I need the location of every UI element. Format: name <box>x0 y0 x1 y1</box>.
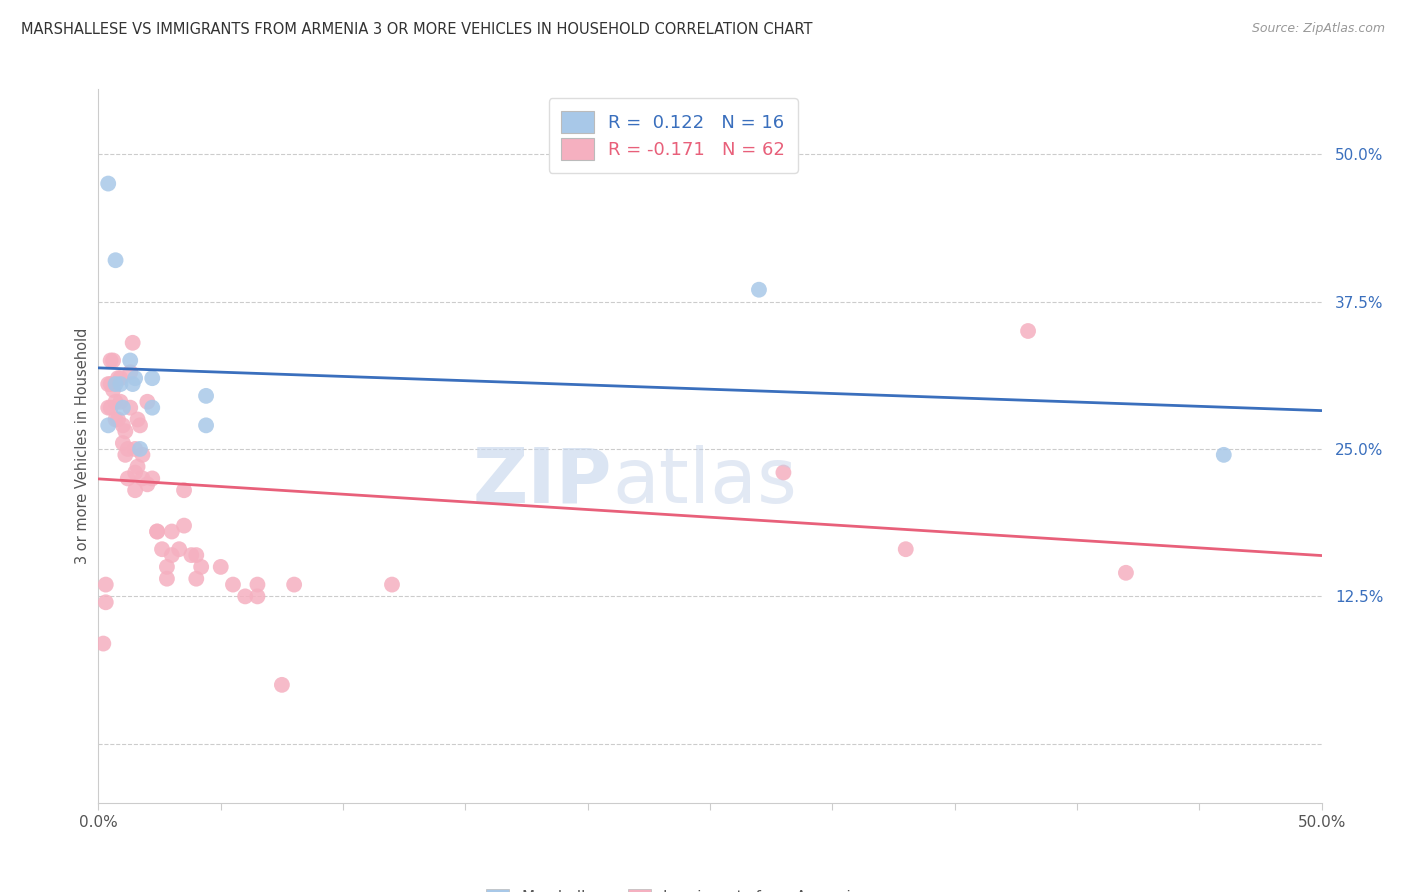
Point <box>167 542 190 557</box>
Point <box>748 283 770 297</box>
Point <box>97 177 120 191</box>
Point <box>121 335 143 350</box>
Point <box>1212 448 1234 462</box>
Legend: R =  0.122   N = 16, R = -0.171   N = 62: R = 0.122 N = 16, R = -0.171 N = 62 <box>548 98 797 173</box>
Point <box>117 442 139 456</box>
Point <box>94 577 117 591</box>
Point <box>146 524 169 539</box>
Point <box>129 442 152 456</box>
Point <box>131 471 153 485</box>
Point <box>127 412 149 426</box>
Point <box>190 560 212 574</box>
Point <box>97 401 120 415</box>
Point <box>124 466 146 480</box>
Point <box>121 377 143 392</box>
Point <box>114 448 136 462</box>
Point <box>160 524 183 539</box>
Point <box>120 401 142 415</box>
Point <box>136 477 159 491</box>
Text: MARSHALLESE VS IMMIGRANTS FROM ARMENIA 3 OR MORE VEHICLES IN HOUSEHOLD CORRELATI: MARSHALLESE VS IMMIGRANTS FROM ARMENIA 3… <box>21 22 813 37</box>
Point <box>233 590 256 604</box>
Point <box>120 365 142 379</box>
Point <box>270 678 294 692</box>
Point <box>160 548 183 562</box>
Point <box>894 542 917 557</box>
Point <box>222 577 245 591</box>
Point <box>141 401 163 415</box>
Point <box>111 401 134 415</box>
Point <box>173 483 195 498</box>
Point <box>107 412 129 426</box>
Point <box>129 418 152 433</box>
Point <box>100 377 122 392</box>
Point <box>156 572 179 586</box>
Point <box>97 418 120 433</box>
Point <box>117 471 139 485</box>
Point <box>131 448 153 462</box>
Point <box>110 394 132 409</box>
Point <box>246 577 269 591</box>
Point <box>1115 566 1137 580</box>
Point <box>186 548 208 562</box>
Point <box>246 590 269 604</box>
Point <box>195 418 218 433</box>
Point <box>186 572 208 586</box>
Point <box>124 442 146 456</box>
Point <box>104 253 127 268</box>
Point <box>150 542 173 557</box>
Point <box>141 371 163 385</box>
Point <box>111 436 134 450</box>
Point <box>127 459 149 474</box>
Point <box>104 394 127 409</box>
Point <box>114 424 136 438</box>
Point <box>209 560 232 574</box>
Point <box>110 371 132 385</box>
Point <box>173 518 195 533</box>
Point <box>91 636 114 650</box>
Point <box>1017 324 1039 338</box>
Text: Source: ZipAtlas.com: Source: ZipAtlas.com <box>1251 22 1385 36</box>
Point <box>104 377 127 392</box>
Point <box>94 595 117 609</box>
Point <box>124 371 146 385</box>
Point <box>146 524 169 539</box>
Point <box>195 389 218 403</box>
Text: ZIP: ZIP <box>472 445 612 518</box>
Point <box>136 394 159 409</box>
Point <box>156 560 179 574</box>
Point <box>141 471 163 485</box>
Point <box>124 483 146 498</box>
Point <box>100 353 122 368</box>
Point <box>97 377 120 392</box>
Point <box>283 577 305 591</box>
Point <box>104 412 127 426</box>
Point <box>107 371 129 385</box>
Point <box>110 377 132 392</box>
Point <box>111 418 134 433</box>
Point <box>180 548 202 562</box>
Y-axis label: 3 or more Vehicles in Household: 3 or more Vehicles in Household <box>75 328 90 564</box>
Point <box>381 577 404 591</box>
Point <box>101 383 124 397</box>
Point <box>100 401 122 415</box>
Text: atlas: atlas <box>612 445 797 518</box>
Point <box>101 353 124 368</box>
Point <box>120 353 142 368</box>
Point <box>772 466 794 480</box>
